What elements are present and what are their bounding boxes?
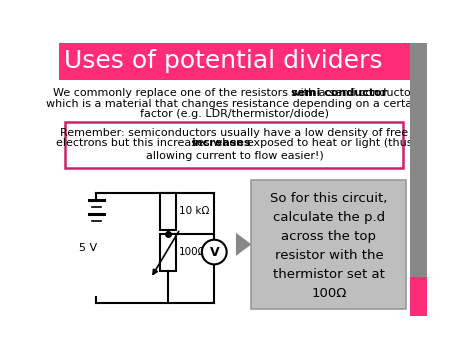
Bar: [410, 43, 427, 316]
Bar: [59, 43, 410, 80]
Text: So for this circuit,
calculate the p.d
across the top
resistor with the
thermist: So for this circuit, calculate the p.d a…: [270, 192, 388, 300]
Circle shape: [202, 240, 227, 264]
Text: 5 V: 5 V: [80, 243, 98, 253]
Polygon shape: [236, 233, 251, 256]
Text: Uses of potential dividers: Uses of potential dividers: [64, 49, 383, 73]
Bar: [160, 193, 175, 230]
Text: We commonly replace one of the resistors with a semi conductor: We commonly replace one of the resistors…: [53, 88, 416, 98]
FancyBboxPatch shape: [65, 122, 403, 168]
Bar: [410, 278, 427, 316]
Text: which is a material that changes resistance depending on a certain: which is a material that changes resista…: [46, 99, 423, 109]
Bar: [59, 80, 410, 316]
Text: increases: increases: [191, 138, 251, 148]
Text: 10 kΩ: 10 kΩ: [179, 206, 209, 216]
Bar: [251, 180, 406, 309]
Text: electrons but this increases when exposed to heat or light (thus: electrons but this increases when expose…: [56, 138, 413, 148]
Text: 100Ω: 100Ω: [179, 247, 206, 257]
Text: factor (e.g. LDR/thermistor/diode): factor (e.g. LDR/thermistor/diode): [140, 109, 329, 119]
Text: Remember: semiconductors usually have a low density of free: Remember: semiconductors usually have a …: [60, 128, 409, 138]
Text: semi conductor: semi conductor: [291, 88, 387, 98]
Text: V: V: [210, 246, 219, 258]
Bar: [160, 234, 175, 271]
Text: allowing current to flow easier!): allowing current to flow easier!): [146, 151, 323, 161]
